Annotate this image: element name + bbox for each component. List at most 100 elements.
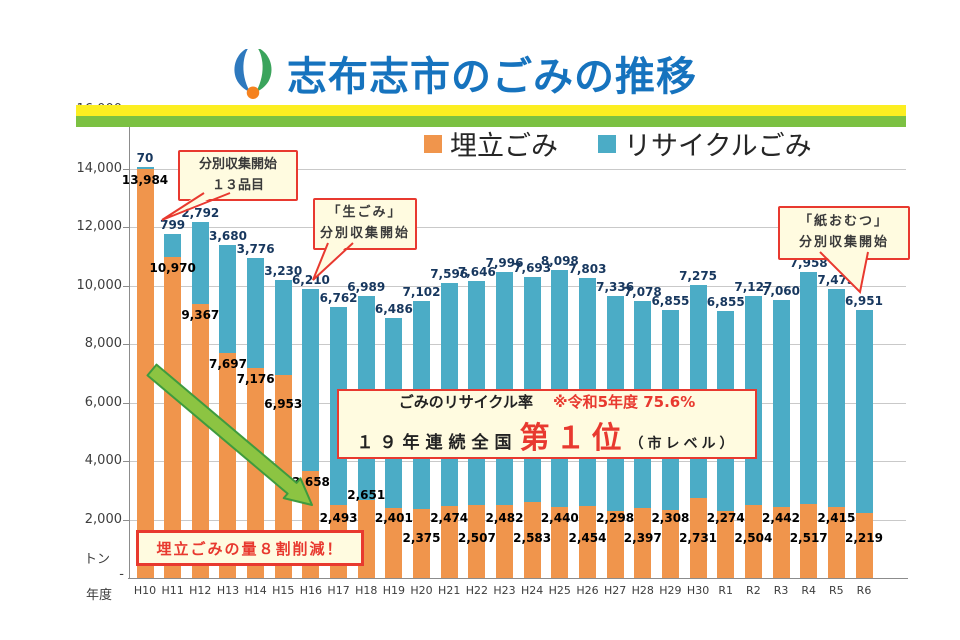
rank-number: 第１位 <box>519 421 628 456</box>
bar-landfill-segment <box>744 504 762 578</box>
x-axis-tick-label: H20 <box>410 584 433 597</box>
recycle-value-label: 799 <box>160 217 186 232</box>
x-axis-tick-label: H14 <box>244 584 267 597</box>
bar-landfill-segment <box>523 502 541 578</box>
landfill-value-label: 2,415 <box>817 511 856 525</box>
bar-recycle-segment <box>827 288 845 508</box>
bar-landfill-segment <box>634 507 652 578</box>
x-axis-tick-label: H27 <box>603 584 627 597</box>
y-axis-tick <box>123 402 129 404</box>
x-axis-tick-label: H28 <box>631 584 654 597</box>
recycle-value-label: 7,596 <box>430 267 469 282</box>
callout-text: １３品目 <box>211 177 264 193</box>
y-axis-tick-label: 10,000 <box>76 277 123 293</box>
recycle-value-label: 7,693 <box>513 261 552 276</box>
grid-line <box>130 168 906 170</box>
landfill-value-label: 2,274 <box>706 511 745 525</box>
bar-landfill-segment <box>855 513 873 578</box>
landfill-value-label: 7,697 <box>208 356 247 371</box>
grid-line <box>130 519 906 521</box>
recycle-value-label: 7,996 <box>485 255 524 270</box>
recycle-value-label: 2,792 <box>181 206 220 221</box>
landfill-value-label: 6,953 <box>264 396 303 411</box>
landfill-value-label: 2,504 <box>734 531 773 545</box>
callout-text: 分別収集開始 <box>319 226 410 241</box>
x-axis-tick-label: R6 <box>856 584 872 597</box>
x-axis-tick-label: H30 <box>686 584 710 597</box>
x-axis-tick-label: R2 <box>746 584 761 597</box>
recycle-value-label: 6,762 <box>319 291 358 306</box>
bar-landfill-segment <box>468 504 486 578</box>
x-axis-tick-label: R3 <box>773 584 789 597</box>
bar-recycle-segment <box>274 280 292 375</box>
bar-landfill-segment <box>440 505 458 578</box>
landfill-value-label: 10,970 <box>149 261 196 276</box>
landfill-value-label: 2,482 <box>485 511 524 525</box>
legend-item-landfill: 埋立ごみ <box>424 124 558 163</box>
x-axis-tick-label: H17 <box>327 584 350 597</box>
landfill-value-label: 2,583 <box>513 531 552 545</box>
callout-separation-13-items: 分別収集開始 １３品目 <box>178 150 298 201</box>
bar-landfill-segment <box>606 510 624 578</box>
bar-recycle-segment <box>164 233 182 258</box>
landfill-swatch-icon <box>424 134 442 153</box>
y-axis-tick <box>123 285 129 287</box>
bar-landfill-segment <box>578 506 596 578</box>
recycle-value-label: 7,803 <box>568 261 607 276</box>
recycle-value-label: 7,127 <box>734 280 773 295</box>
bar-landfill-segment <box>551 506 569 578</box>
landfill-reduction-box: 埋立ごみの量８割削減！ <box>136 530 364 566</box>
x-axis-tick-label: H10 <box>133 584 157 597</box>
recycle-rate-note: ※令和5年度 75.6% <box>552 393 696 411</box>
y-axis-tick-label: 4,000 <box>84 453 122 468</box>
landfill-value-label: 2,219 <box>845 531 883 545</box>
x-axis-tick-label: H24 <box>521 584 544 597</box>
landfill-value-label: 2,731 <box>679 531 718 545</box>
bar-recycle-segment <box>855 309 873 514</box>
bar-recycle-segment <box>136 166 154 169</box>
recycle-value-label: 3,776 <box>236 241 275 256</box>
bar-recycle-segment <box>247 257 265 369</box>
bar-recycle-segment <box>800 271 818 505</box>
callout-diaper-separation: 「紙おむつ」 分別収集開始 <box>778 206 910 260</box>
y-axis-tick <box>123 168 129 170</box>
x-axis-tick-label: H26 <box>576 584 599 597</box>
y-axis-tick-label: 2,000 <box>84 511 122 527</box>
bar-landfill-segment <box>827 507 845 578</box>
x-axis-tick-label: H12 <box>189 584 212 597</box>
landfill-value-label: 2,298 <box>596 511 635 525</box>
callout-text: 「紙おむつ」 <box>798 214 889 230</box>
landfill-value-label: 2,442 <box>762 511 801 525</box>
x-axis-tick-label: H13 <box>216 584 240 597</box>
bar-recycle-segment <box>772 300 790 507</box>
landfill-value-label: 2,651 <box>347 488 386 502</box>
x-axis <box>128 578 908 579</box>
y-axis-tick-label: 6,000 <box>84 394 122 410</box>
rank-streak-text: １９年連続全国 <box>356 433 518 453</box>
x-axis-tick-label: H18 <box>355 584 378 597</box>
recycle-value-label: 6,989 <box>347 280 386 295</box>
recycle-value-label: 3,230 <box>264 264 303 279</box>
page-title: 志布志市のごみの推移 <box>287 54 697 100</box>
y-axis-tick <box>123 227 129 228</box>
x-axis-tick-label: R5 <box>829 584 844 597</box>
recycle-rate-highlight-box: ごみのリサイクル率 ※令和5年度 75.6% １９年連続全国 第１位 （市レベル… <box>337 389 757 459</box>
x-axis-tick-label: H21 <box>438 584 461 597</box>
landfill-value-label: 2,507 <box>457 531 496 545</box>
landfill-value-label: 2,474 <box>430 511 469 525</box>
x-axis-tick-label: H22 <box>465 584 488 597</box>
callout-food-waste-separation: 「生ごみ」 分別収集開始 <box>313 198 417 250</box>
bar-landfill-segment <box>717 511 735 578</box>
recycle-value-label: 6,486 <box>374 302 413 317</box>
x-axis-title: 年度 <box>86 588 113 603</box>
landfill-value-label: 2,375 <box>402 531 441 545</box>
legend-label: リサイクルごみ <box>624 131 812 162</box>
x-axis-tick-label: H25 <box>548 584 571 597</box>
bar-landfill-segment <box>689 498 707 578</box>
y-axis-tick-label: 14,000 <box>76 160 123 176</box>
x-axis-tick-label: H23 <box>493 584 516 597</box>
landfill-value-label: 2,401 <box>374 511 413 525</box>
recycle-swatch-icon <box>598 134 616 153</box>
y-axis-zero-label: - <box>119 567 124 582</box>
recycle-value-label: 6,855 <box>651 293 690 308</box>
